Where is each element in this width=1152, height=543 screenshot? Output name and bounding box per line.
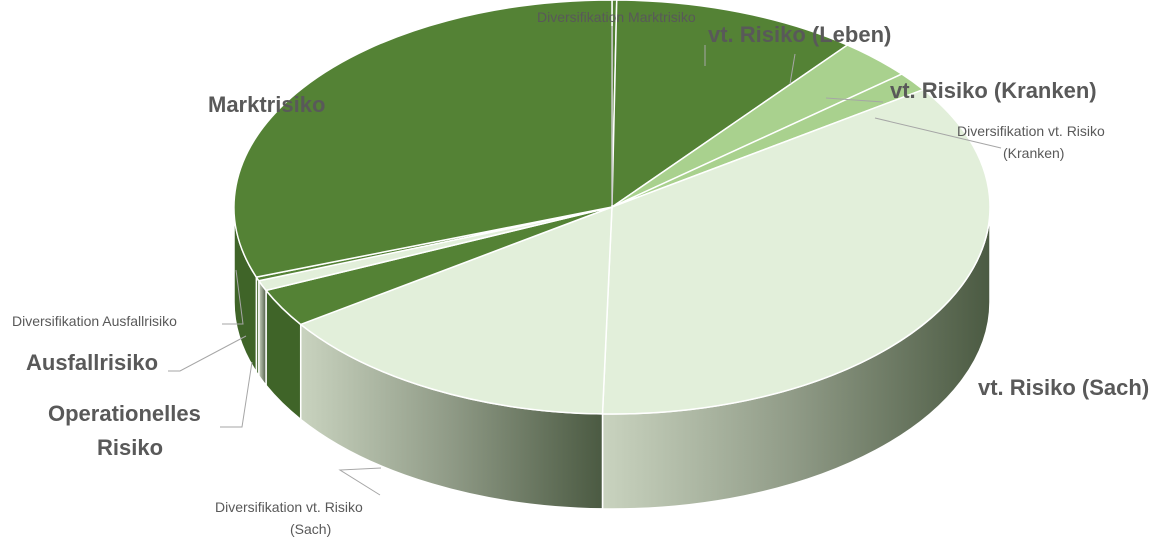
leader-line-9 [222,269,244,325]
slice-diversifikation-vt-risiko-sach [299,205,613,415]
label-vt-risiko-kranken: vt. Risiko (Kranken) [890,78,1097,103]
label-diversifikation-vt-risiko-sach: Diversifikation vt. Risiko (Sach) [215,499,367,537]
slice-vt-risiko-leben [611,0,849,209]
slice-side-8 [258,278,267,388]
label-operationelles-risiko-line2: Risiko [97,435,163,460]
leader-line-3 [789,53,796,85]
label-diversifikation-vt-risiko-sach-line1: Diversifikation vt. Risiko [215,499,363,515]
label-vt-risiko-sach: vt. Risiko (Sach) [978,375,1149,400]
label-ausfallrisiko: Ausfallrisiko [26,350,158,375]
label-diversifikation-vt-risiko-kranken-line2: (Kranken) [1003,145,1064,161]
label-vt-risiko-leben: vt. Risiko (Leben) [708,22,891,47]
pie-side-walls [233,206,991,510]
leader-line-4 [825,97,884,103]
leader-line-8 [168,335,247,372]
label-marktrisiko: Marktrisiko [208,92,325,117]
label-diversifikation-vt-risiko-kranken-line: Diversifikation vt. Risiko [957,123,1105,139]
leader-line-5 [874,117,1002,149]
slice-vt-risiko-sach [601,88,991,415]
slice-marktrisiko [233,0,613,278]
leader-line-6 [338,467,382,496]
label-diversifikation-marktrisiko: Diversifikation Marktrisiko [537,9,696,25]
leader-line-7 [220,361,253,428]
label-diversifikation-vt-risiko-kranken: Diversifikation vt. Risiko (Kranken) [957,123,1109,161]
pie-top-faces [233,0,991,415]
label-diversifikation-vt-risiko-sach-line2: (Sach) [290,521,331,537]
label-diversifikation-ausfallrisiko: Diversifikation Ausfallrisiko [12,313,177,329]
label-operationelles-risiko-line1: Operationelles [48,401,201,426]
leader-lines [168,26,1002,496]
label-operationelles-risiko: Operationelles Risiko [48,401,207,460]
